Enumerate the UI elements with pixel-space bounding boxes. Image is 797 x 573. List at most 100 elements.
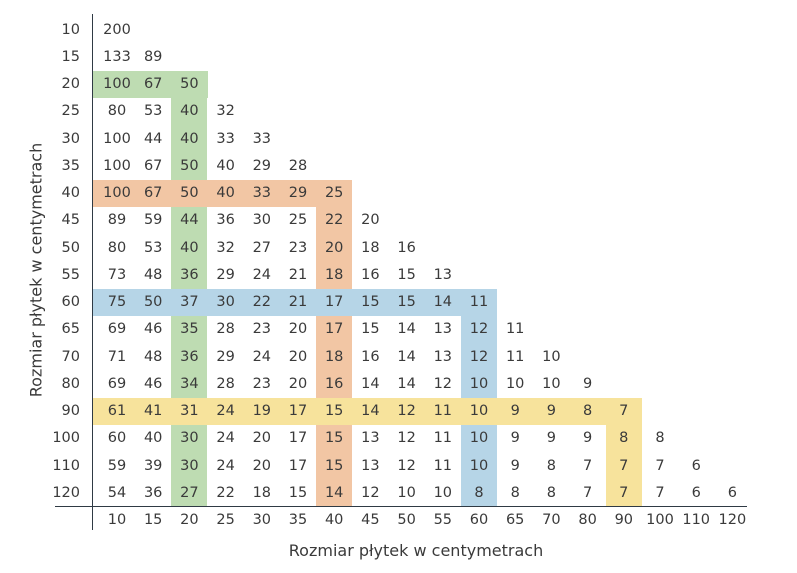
table-cell: 20: [288, 321, 308, 338]
table-cell: 40: [216, 185, 235, 201]
column-label: 90: [614, 512, 634, 528]
highlight-column-40: [316, 179, 353, 506]
table-cell: 100: [103, 157, 131, 174]
table-cell: 20: [252, 457, 272, 474]
table-cell: 11: [433, 403, 453, 419]
table-cell: 40: [180, 239, 199, 256]
table-cell: 59: [143, 212, 163, 229]
table-cell: 18: [361, 239, 380, 256]
table-cell: 21: [288, 266, 308, 283]
column-label: 50: [397, 512, 416, 528]
table-cell: 21: [288, 294, 308, 310]
table-cell: 46: [143, 375, 163, 392]
table-cell: 40: [180, 103, 199, 120]
highlight-row-40: [92, 179, 353, 208]
table-cell: 23: [288, 239, 308, 256]
table-cell: 31: [180, 403, 199, 419]
table-cell: 30: [216, 294, 235, 310]
table-cell: 40: [143, 430, 163, 447]
table-cell: 12: [397, 430, 416, 447]
table-cell: 29: [216, 266, 235, 283]
table-cell: 41: [143, 403, 163, 419]
table-cell: 100: [103, 76, 131, 92]
table-cell: 37: [180, 294, 199, 310]
x-axis-line: [55, 506, 747, 507]
table-cell: 44: [180, 212, 199, 229]
table-cell: 29: [288, 185, 308, 201]
table-cell: 16: [397, 239, 416, 256]
table-cell: 17: [288, 430, 308, 447]
column-label: 70: [542, 512, 561, 528]
row-label: 120: [52, 484, 80, 501]
row-label: 30: [61, 130, 80, 147]
table-cell: 54: [107, 484, 127, 501]
column-label: 55: [433, 512, 453, 528]
table-cell: 23: [252, 375, 272, 392]
table-cell: 10: [469, 375, 489, 392]
table-cell: 17: [288, 457, 308, 474]
row-label: 10: [61, 21, 80, 38]
table-cell: 22: [252, 294, 272, 310]
table-cell: 8: [510, 484, 520, 501]
table-cell: 7: [619, 457, 629, 474]
row-label: 45: [61, 212, 80, 229]
table-cell: 75: [107, 294, 127, 310]
table-cell: 14: [397, 321, 416, 338]
table-cell: 11: [433, 457, 453, 474]
table-cell: 8: [546, 457, 556, 474]
highlight-column-20: [171, 70, 208, 506]
table-cell: 14: [397, 375, 416, 392]
table-cell: 11: [505, 348, 525, 365]
table-cell: 16: [361, 266, 380, 283]
table-cell: 18: [324, 266, 344, 283]
table-cell: 24: [252, 348, 272, 365]
table-cell: 29: [252, 157, 272, 174]
table-cell: 18: [252, 484, 272, 501]
table-cell: 7: [582, 457, 593, 474]
row-label: 65: [61, 321, 80, 338]
table-cell: 27: [180, 484, 199, 501]
table-cell: 7: [582, 484, 593, 501]
table-cell: 9: [546, 403, 556, 419]
row-label: 55: [61, 266, 80, 283]
table-cell: 16: [324, 375, 344, 392]
row-label: 40: [61, 185, 80, 201]
row-label: 25: [61, 103, 80, 120]
table-cell: 24: [216, 430, 235, 447]
table-cell: 8: [474, 484, 484, 501]
y-axis-line: [92, 14, 93, 530]
table-cell: 24: [252, 266, 272, 283]
column-label: 45: [361, 512, 380, 528]
table-cell: 133: [103, 48, 131, 65]
table-cell: 36: [143, 484, 163, 501]
table-cell: 9: [582, 430, 593, 447]
table-cell: 14: [324, 484, 344, 501]
table-cell: 29: [216, 348, 235, 365]
table-cell: 10: [397, 484, 416, 501]
table-cell: 13: [433, 348, 453, 365]
table-cell: 69: [107, 321, 127, 338]
table-cell: 7: [655, 484, 665, 501]
table-cell: 30: [180, 457, 199, 474]
table-cell: 20: [288, 375, 308, 392]
table-cell: 53: [143, 103, 163, 120]
table-cell: 20: [288, 348, 308, 365]
row-label: 60: [61, 294, 80, 310]
table-cell: 80: [107, 239, 127, 256]
row-label: 100: [52, 430, 80, 447]
table-cell: 32: [216, 103, 235, 120]
column-label: 60: [469, 512, 489, 528]
table-cell: 89: [107, 212, 127, 229]
row-label: 70: [61, 348, 80, 365]
column-label: 120: [718, 512, 747, 528]
table-cell: 48: [143, 348, 163, 365]
highlight-row-60: [92, 288, 498, 317]
highlight-column-90: [605, 397, 642, 506]
table-cell: 24: [216, 457, 235, 474]
table-cell: 50: [180, 76, 199, 92]
table-cell: 9: [510, 457, 520, 474]
table-cell: 13: [361, 457, 380, 474]
table-cell: 8: [582, 403, 593, 419]
table-cell: 16: [361, 348, 380, 365]
